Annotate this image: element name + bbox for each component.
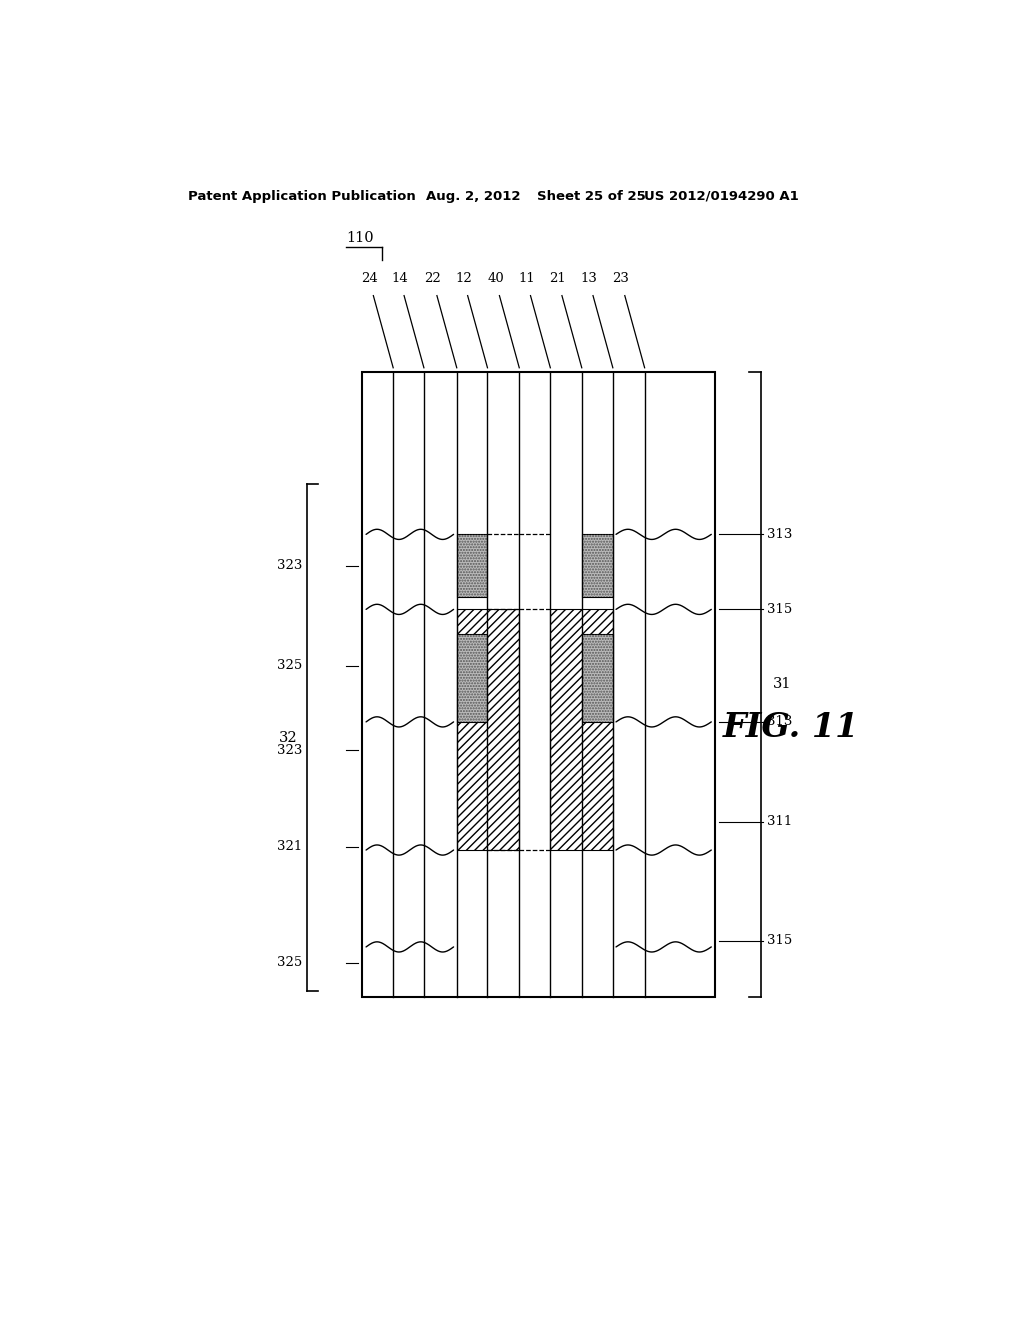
Text: 311: 311 (767, 816, 793, 829)
Text: 11: 11 (518, 272, 535, 285)
Text: 23: 23 (612, 272, 630, 285)
Text: Patent Application Publication: Patent Application Publication (187, 190, 416, 202)
Polygon shape (457, 610, 519, 850)
Text: 14: 14 (392, 272, 409, 285)
Text: Aug. 2, 2012: Aug. 2, 2012 (426, 190, 520, 202)
Polygon shape (457, 535, 487, 597)
Text: 24: 24 (361, 272, 378, 285)
Text: 313: 313 (767, 715, 793, 729)
Text: US 2012/0194290 A1: US 2012/0194290 A1 (644, 190, 799, 202)
Text: Sheet 25 of 25: Sheet 25 of 25 (537, 190, 645, 202)
Text: 323: 323 (278, 743, 303, 756)
Text: 13: 13 (581, 272, 597, 285)
Polygon shape (582, 635, 612, 722)
Text: 32: 32 (279, 730, 297, 744)
Polygon shape (457, 635, 487, 722)
Text: 110: 110 (346, 231, 374, 244)
Text: 315: 315 (767, 603, 793, 616)
Text: 40: 40 (487, 272, 504, 285)
Text: 22: 22 (425, 272, 441, 285)
Text: 313: 313 (767, 528, 793, 541)
Text: 31: 31 (773, 677, 792, 692)
Text: 21: 21 (550, 272, 566, 285)
Text: 321: 321 (278, 841, 303, 854)
Text: 315: 315 (767, 935, 793, 948)
Text: 323: 323 (278, 560, 303, 572)
Polygon shape (550, 610, 612, 850)
Polygon shape (582, 535, 612, 597)
Text: 325: 325 (278, 659, 303, 672)
Text: 12: 12 (456, 272, 472, 285)
Text: 325: 325 (278, 956, 303, 969)
Text: FIG. 11: FIG. 11 (723, 711, 859, 744)
